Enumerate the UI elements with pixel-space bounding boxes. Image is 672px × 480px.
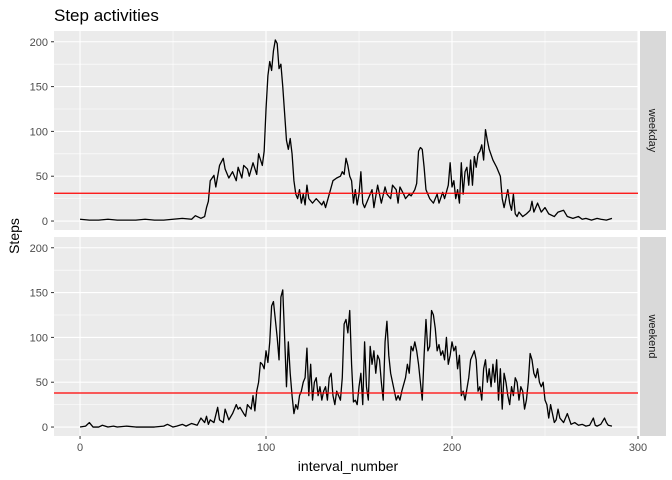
y-tick-label: 0: [42, 216, 48, 228]
y-tick-label: 200: [30, 37, 48, 49]
x-axis: 0 100 200 300: [77, 436, 647, 454]
facet-panel-weekend: 0 50 100 150 200 weekend: [30, 237, 666, 436]
x-axis-title: interval_number: [298, 458, 399, 474]
x-tick-label: 100: [257, 442, 275, 454]
panel-background: [54, 31, 638, 230]
y-tick-label: 150: [30, 82, 48, 94]
facet-label-weekday: weekday: [646, 108, 658, 153]
y-tick-label: 100: [30, 126, 48, 138]
steps-line-weekend: [79, 289, 613, 428]
x-tick-label: 0: [77, 442, 83, 454]
facet-panels: 0 50 100 150 200 weekday 0 50 100 150 200 weekend: [30, 31, 666, 436]
y-tick-label: 50: [36, 377, 48, 389]
facet-strip: [640, 31, 666, 230]
facet-label-weekend: weekend: [646, 313, 658, 358]
y-tick-label: 0: [42, 422, 48, 434]
steps-line-weekday: [79, 39, 613, 221]
y-axis-title: Steps: [6, 218, 22, 254]
facet-panel-weekday: 0 50 100 150 200 weekday: [30, 31, 666, 230]
facet-strip: [640, 237, 666, 436]
x-tick-label: 300: [629, 442, 647, 454]
x-tick-label: 200: [443, 442, 461, 454]
y-tick-label: 150: [30, 288, 48, 300]
y-tick-label: 50: [36, 171, 48, 183]
chart-title: Step activities: [54, 6, 159, 25]
y-tick-label: 100: [30, 332, 48, 344]
y-tick-label: 200: [30, 243, 48, 255]
